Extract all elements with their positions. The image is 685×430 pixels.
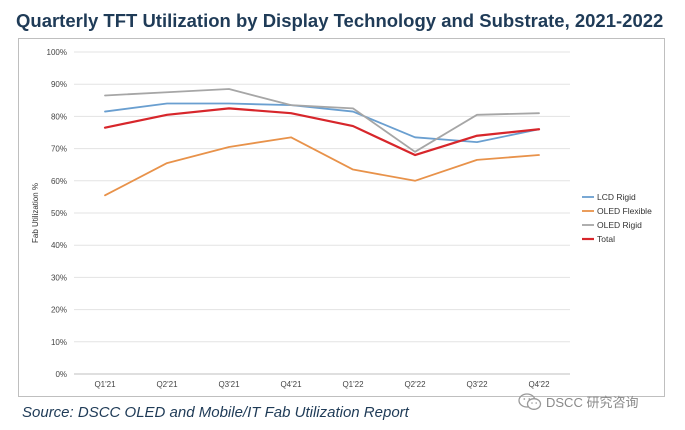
x-tick-label: Q4'22 [528, 380, 550, 389]
legend-label: OLED Rigid [597, 220, 642, 230]
y-tick-label: 90% [51, 80, 67, 89]
y-tick-label: 70% [51, 145, 67, 154]
y-tick-label: 50% [51, 209, 67, 218]
x-tick-label: Q4'21 [280, 380, 302, 389]
series-line-lcd-rigid [104, 102, 540, 144]
legend-label: LCD Rigid [597, 192, 636, 202]
x-tick-labels: Q1'21 Q2'21 Q3'21 Q4'21 Q1'22 Q2'22 Q3'22 Q4'22 [94, 380, 550, 389]
y-tick-label: 40% [51, 241, 67, 250]
y-axis-label: Fab Utilization % [31, 183, 40, 243]
series-line-oled-flexible [104, 136, 540, 197]
x-tick-label: Q3'21 [218, 380, 240, 389]
x-tick-label: Q2'22 [404, 380, 426, 389]
y-tick-label: 80% [51, 112, 67, 121]
y-tick-label: 30% [51, 273, 67, 282]
y-tick-labels: 0% 10% 20% 30% 40% 50% 60% 70% 80% 90% 100% [47, 48, 67, 379]
legend-label: OLED Flexible [597, 206, 652, 216]
chart-title: Quarterly TFT Utilization by Display Tec… [16, 10, 664, 31]
legend-label: Total [597, 234, 615, 244]
series-line-total [103, 107, 541, 157]
series-lines [103, 88, 541, 197]
y-tick-label: 20% [51, 306, 67, 315]
x-tick-label: Q2'21 [156, 380, 178, 389]
watermark-text: DSCC 研究咨询 [546, 395, 639, 410]
legend: LCD Rigid OLED Flexible OLED Rigid Total [582, 192, 652, 244]
source-note: Source: DSCC OLED and Mobile/IT Fab Util… [22, 404, 409, 421]
y-tick-label: 100% [47, 48, 67, 57]
watermark: DSCC 研究咨询 [518, 392, 638, 411]
y-tick-label: 10% [51, 338, 67, 347]
series-line-oled-rigid [104, 88, 540, 153]
chart-frame [18, 38, 665, 397]
y-tick-label: 60% [51, 177, 67, 186]
x-tick-label: Q3'22 [466, 380, 488, 389]
y-tick-label: 0% [55, 370, 67, 379]
x-tick-label: Q1'22 [342, 380, 364, 389]
gridlines [74, 51, 570, 375]
x-tick-label: Q1'21 [94, 380, 116, 389]
wechat-icon [518, 392, 542, 410]
